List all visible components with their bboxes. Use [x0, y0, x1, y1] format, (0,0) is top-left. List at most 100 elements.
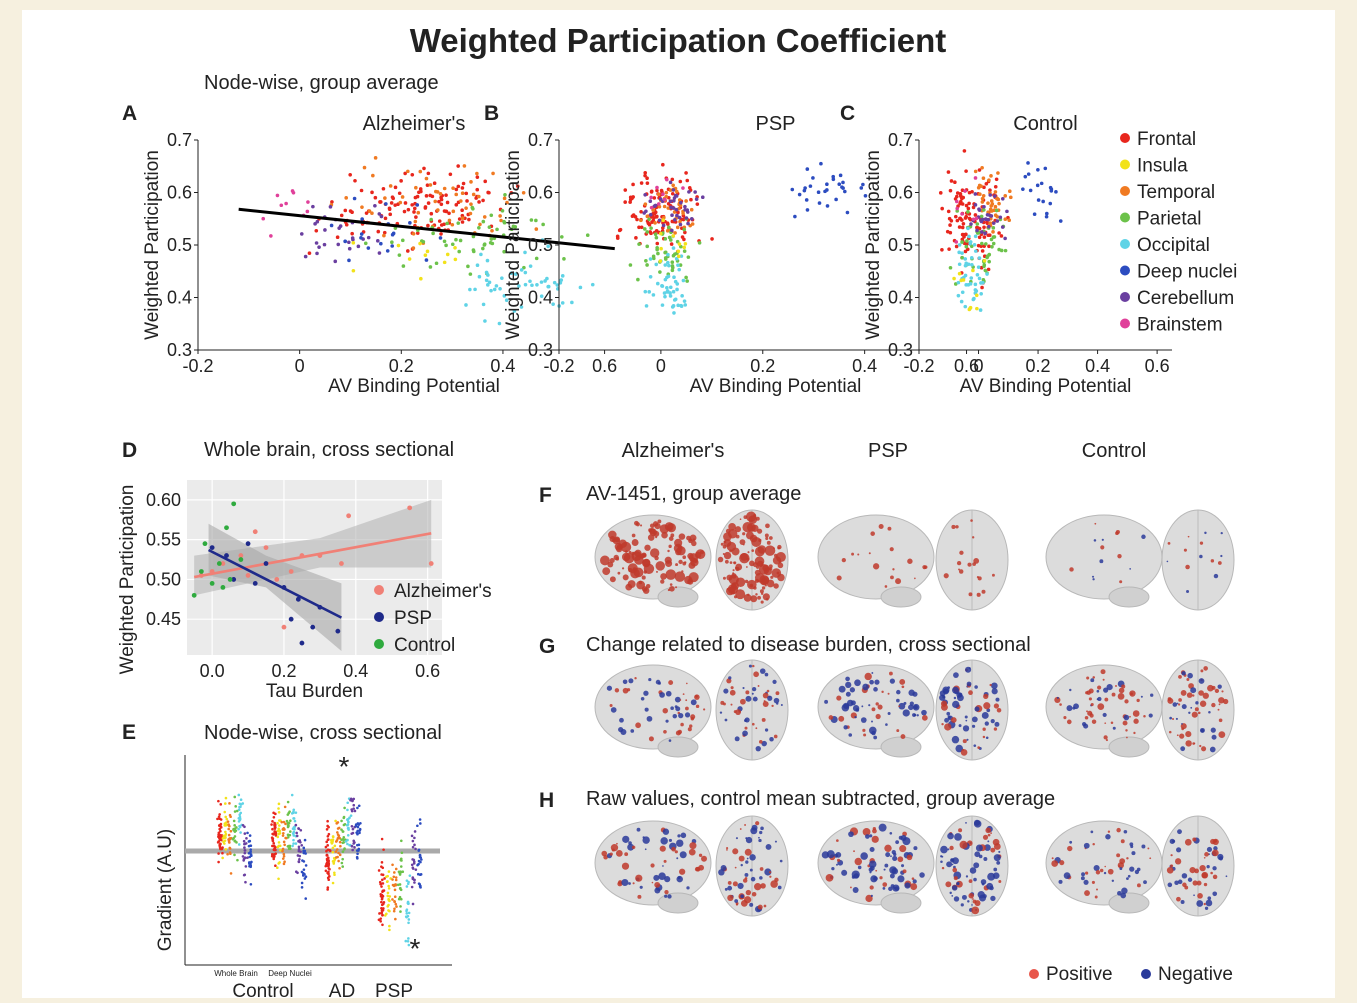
data-point-cerebellum — [644, 209, 648, 214]
node-marker — [768, 564, 773, 569]
data-point-frontal — [439, 223, 444, 227]
node-marker — [676, 857, 679, 860]
data-point-cerebellum — [694, 197, 699, 201]
data-point-cerebellum — [410, 834, 414, 838]
data-point-occipital — [484, 278, 489, 283]
data-point-cerebellum — [300, 843, 304, 847]
node-marker — [655, 679, 661, 685]
node-marker — [1102, 712, 1107, 718]
node-marker — [1126, 736, 1128, 739]
node-marker — [742, 532, 746, 536]
data-point-frontal — [403, 201, 408, 205]
data-point-psp — [209, 545, 215, 551]
data-point-frontal — [389, 201, 394, 205]
data-point-frontal — [383, 877, 386, 880]
data-point-frontal — [217, 860, 220, 864]
data-point-parietal — [234, 805, 237, 808]
data-point-deep-nuclei — [793, 214, 797, 219]
node-marker — [728, 523, 736, 531]
data-point-frontal — [270, 823, 273, 826]
data-point-frontal — [274, 852, 278, 855]
node-marker — [946, 711, 951, 716]
data-point-frontal — [475, 175, 480, 179]
data-point-deep-nuclei — [419, 856, 423, 859]
panel-a-heading: Node-wise, group average — [204, 72, 439, 94]
data-point-temporal — [337, 834, 341, 838]
node-marker — [973, 862, 980, 869]
node-marker — [893, 852, 897, 857]
node-marker — [953, 876, 958, 881]
data-point-temporal — [344, 196, 348, 200]
data-point-parietal — [289, 819, 292, 823]
data-point-temporal — [996, 171, 1000, 175]
data-point-cerebellum — [351, 799, 354, 803]
node-marker — [896, 698, 900, 703]
data-point-parietal — [642, 227, 647, 231]
node-marker — [662, 707, 668, 714]
data-point-frontal — [628, 197, 633, 202]
data-point-occipital — [979, 291, 983, 296]
data-point-frontal — [402, 209, 407, 214]
node-marker — [828, 715, 834, 720]
data-point-insula — [682, 245, 687, 250]
data-point-frontal — [218, 843, 222, 846]
node-marker — [921, 714, 928, 721]
data-point-cerebellum — [977, 207, 981, 211]
data-point-parietal — [341, 830, 345, 833]
data-point-frontal — [987, 244, 991, 249]
node-marker — [902, 709, 910, 717]
data-point-frontal — [670, 191, 675, 196]
data-point-cerebellum — [985, 213, 990, 217]
node-marker — [1185, 731, 1192, 738]
node-marker — [893, 886, 896, 890]
legend-marker-insula — [1120, 159, 1130, 170]
data-point-parietal — [667, 225, 671, 230]
data-point-insula — [387, 887, 391, 890]
node-marker — [745, 690, 750, 695]
node-marker — [1104, 722, 1107, 725]
node-marker — [755, 727, 758, 730]
node-marker — [1180, 690, 1187, 696]
data-point-frontal — [946, 209, 951, 214]
node-marker — [1091, 719, 1097, 724]
data-point-occipital — [530, 283, 534, 288]
data-point-insula — [333, 873, 336, 877]
data-point-frontal — [380, 911, 384, 915]
data-point-frontal — [272, 844, 276, 848]
data-point-alzheimers — [252, 529, 258, 535]
node-marker — [890, 855, 892, 858]
node-marker — [723, 540, 727, 544]
data-point-cerebellum — [338, 224, 343, 228]
data-point-insula — [334, 819, 337, 823]
data-point-temporal — [228, 846, 232, 850]
data-point-deep-nuclei — [303, 838, 307, 842]
node-marker — [644, 544, 651, 551]
node-marker — [902, 869, 907, 874]
node-marker — [871, 835, 879, 843]
data-point-deep-nuclei — [249, 848, 253, 851]
data-point-parietal — [645, 230, 650, 234]
data-point-parietal — [235, 841, 238, 844]
data-point-cerebellum — [297, 839, 300, 843]
node-marker — [838, 685, 846, 693]
data-point-frontal — [380, 861, 384, 864]
data-point-deep-nuclei — [358, 829, 362, 832]
node-marker — [836, 863, 838, 866]
node-marker — [1199, 700, 1207, 707]
data-point-deep-nuclei — [840, 185, 844, 189]
data-point-deep-nuclei — [1058, 219, 1063, 223]
node-marker — [735, 563, 743, 571]
data-point-parietal — [340, 819, 343, 823]
node-marker — [900, 835, 907, 842]
node-marker — [870, 894, 873, 897]
data-point-insula — [224, 836, 227, 839]
node-marker — [680, 722, 684, 727]
node-marker — [758, 836, 760, 839]
node-marker — [1180, 746, 1186, 752]
node-marker — [870, 875, 878, 883]
node-marker — [1201, 746, 1207, 752]
data-point-temporal — [406, 169, 410, 174]
node-marker — [610, 707, 617, 713]
data-point-insula — [277, 841, 281, 844]
data-point-occipital — [968, 241, 972, 246]
